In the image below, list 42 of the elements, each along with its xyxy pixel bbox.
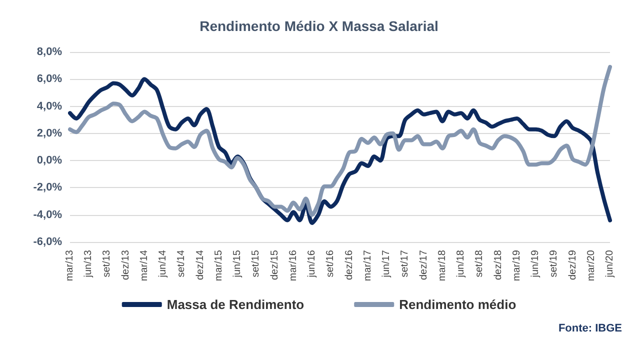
x-tick-label: dez/16 [344,250,355,280]
x-tick-label: set/13 [102,250,113,278]
x-tick-label: mar/17 [362,250,374,282]
y-tick-label: 0,0% [36,154,62,167]
x-tick-label: jun/18 [456,250,467,278]
x-tick-label: set/15 [250,250,262,278]
x-tick-label: mar/15 [213,250,224,282]
chart-title: Rendimento Médio X Massa Salarial [200,18,438,34]
x-tick-label: set/19 [548,250,560,278]
legend-label: Rendimento médio [399,297,516,312]
x-tick-label: mar/16 [288,250,299,282]
x-tick-label: set/14 [176,250,188,278]
legend-label: Massa de Rendimento [166,297,304,312]
source-note: Fonte: IBGE [558,322,622,334]
x-tick-label: mar/13 [64,250,76,282]
x-tick-label: jun/17 [381,250,392,278]
y-tick-label: 2,0% [36,127,62,140]
x-tick-label: mar/20 [586,250,597,282]
x-tick-label: mar/14 [138,250,150,282]
x-tick-label: dez/19 [567,250,578,280]
x-tick-label: dez/18 [492,250,504,280]
x-tick-label: mar/18 [436,250,448,282]
y-tick-label: 4,0% [36,100,62,112]
x-tick-label: set/18 [474,250,486,278]
x-tick-label: dez/17 [418,250,430,280]
x-tick-label: jun/20 [604,250,616,278]
y-tick-label: 8,0% [36,46,62,58]
x-tick-label: jun/19 [530,250,542,278]
x-tick-label: jun/13 [83,250,94,278]
x-tick-label: dez/14 [194,250,206,280]
x-tick-label: jun/14 [158,250,169,278]
y-tick-label: -4,0% [33,208,62,221]
y-tick-label: -6,0% [33,236,62,248]
x-tick-label: set/17 [400,250,411,278]
x-tick-label: jun/15 [232,250,244,278]
x-tick-label: mar/19 [511,250,522,282]
x-tick-label: dez/13 [120,250,132,280]
x-tick-label: dez/15 [269,250,280,280]
x-tick-label: jun/16 [306,250,318,278]
y-tick-label: 6,0% [36,73,62,86]
y-tick-label: -2,0% [33,182,62,194]
x-tick-label: set/16 [325,250,336,278]
